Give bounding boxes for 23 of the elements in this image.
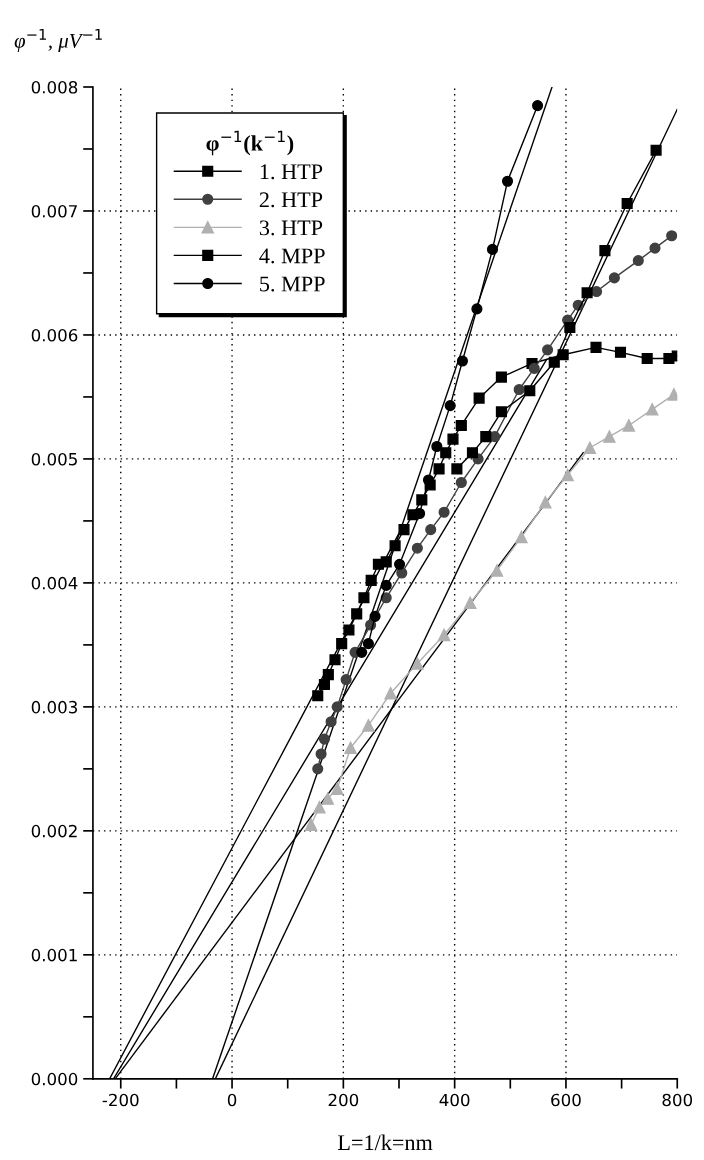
y-tick-label: 0.006 — [31, 328, 78, 342]
y-tick-label: 0.001 — [31, 948, 77, 962]
x-tick-label: 400 — [439, 1093, 470, 1107]
legend-label: 1. HTP — [260, 164, 323, 180]
legend-title: φ$^{−1}$(k$^{−1}$) — [206, 130, 294, 156]
x-tick-label: 800 — [662, 1093, 693, 1107]
legend-label: 2. HTP — [259, 192, 323, 208]
y-tick-label: 0.002 — [31, 824, 77, 838]
y-tick-label: 0.008 — [31, 80, 78, 94]
y-tick-label: 0.003 — [31, 700, 78, 714]
x-tick-label: 0 — [227, 1093, 237, 1107]
y-tick-label: 0.000 — [31, 1072, 78, 1086]
legend-label: 3. HTP — [259, 220, 323, 236]
y-axis-title: φ$^{−1}$, μV$^{−1}$ — [14, 29, 102, 53]
legend-label: 4. MPP — [259, 248, 325, 264]
y-tick-label: 0.007 — [31, 204, 77, 218]
y-tick-label: 0.004 — [31, 576, 78, 590]
x-tick-label: 600 — [551, 1093, 581, 1107]
y-tick-label: 0.005 — [31, 452, 77, 466]
x-tick-label: -200 — [102, 1093, 139, 1107]
x-tick-label: 200 — [328, 1093, 359, 1107]
x-axis-title: L=1/k=nm — [338, 1134, 433, 1151]
legend-label: 5. MPP — [260, 276, 325, 292]
